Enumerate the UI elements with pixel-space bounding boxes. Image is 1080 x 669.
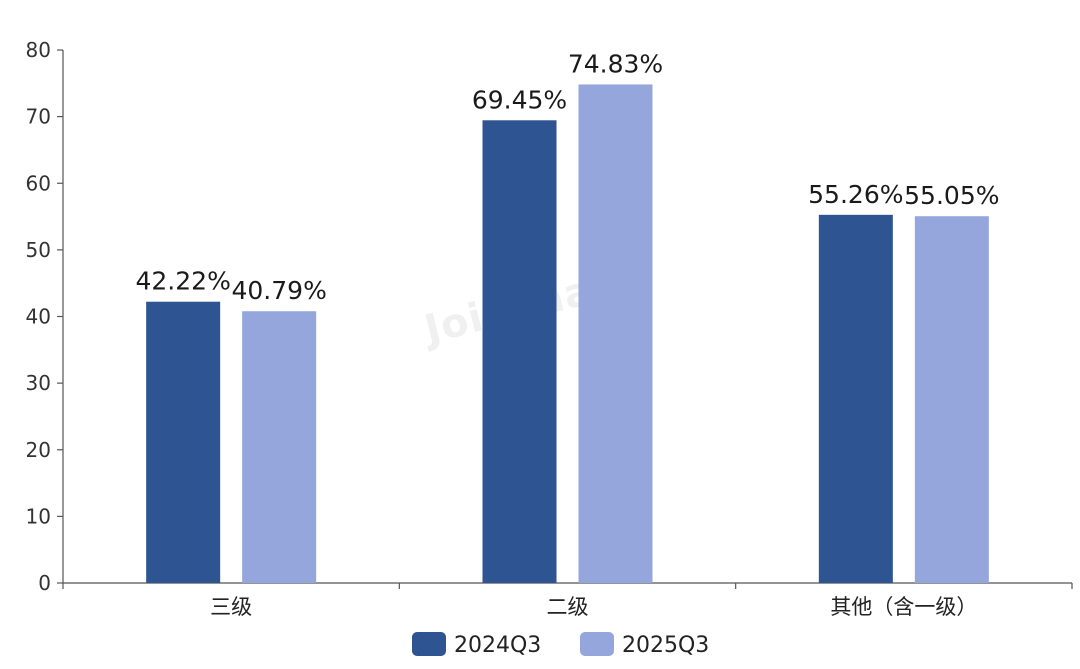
x-category-label: 二级 [547,595,589,619]
y-tick-label: 0 [38,571,51,595]
legend-label: 2024Q3 [454,633,541,658]
legend-swatch [580,632,614,656]
data-label: 55.05% [904,181,999,210]
y-tick-label: 40 [26,305,51,329]
y-tick-label: 60 [26,171,51,195]
data-label: 55.26% [808,180,903,209]
legend-swatch [412,632,446,656]
data-label: 42.22% [136,267,231,296]
bar-2024Q3-其他（含一级） [818,214,893,583]
data-label: 74.83% [568,49,663,78]
bar-2024Q3-三级 [146,301,221,583]
legend-label: 2025Q3 [622,633,709,658]
legend: 2024Q3 2025Q3 [412,632,709,658]
data-label: 40.79% [232,276,327,305]
x-axis: 三级 二级 其他（含一级） [62,582,1073,619]
y-tick-label: 10 [26,504,51,528]
y-axis: 0 10 20 30 40 50 60 70 80 [26,38,64,595]
bar-2025Q3-其他（含一级） [914,216,989,583]
x-category-label: 其他（含一级） [830,595,977,619]
y-tick-label: 20 [26,438,51,462]
x-category-label: 三级 [210,595,252,619]
y-tick-label: 50 [26,238,51,262]
bar-2025Q3-三级 [242,311,317,583]
bar-2025Q3-二级 [578,84,653,583]
y-tick-label: 80 [26,38,51,62]
data-label: 69.45% [472,85,567,114]
y-tick-label: 30 [26,371,51,395]
value-labels: 42.22% 69.45% 55.26% 40.79% 74.83% 55.05% [136,49,1000,305]
bar-2024Q3-二级 [482,120,557,584]
y-tick-label: 70 [26,105,51,129]
bars [146,84,989,584]
